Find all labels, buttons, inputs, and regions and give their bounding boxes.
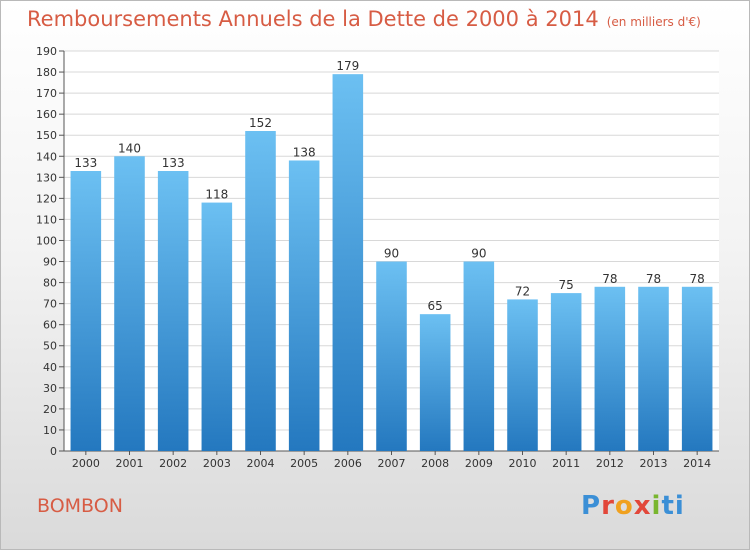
logo-letter: x xyxy=(633,491,652,521)
y-tick-label: 60 xyxy=(43,319,57,332)
x-tick-label: 2002 xyxy=(159,457,187,470)
x-tick-label: 2010 xyxy=(509,457,537,470)
logo-letter: i xyxy=(651,491,662,521)
y-tick-label: 0 xyxy=(50,445,57,458)
bar xyxy=(201,202,233,451)
y-tick-label: 140 xyxy=(36,150,57,163)
data-label: 179 xyxy=(336,59,359,73)
logo-letter: P xyxy=(581,491,602,521)
x-tick-label: 2008 xyxy=(421,457,449,470)
x-tick-label: 2011 xyxy=(552,457,580,470)
data-label: 152 xyxy=(249,116,272,130)
bar xyxy=(70,171,102,451)
data-label: 90 xyxy=(384,247,399,261)
chart-title: Remboursements Annuels de la Dette de 20… xyxy=(27,7,701,31)
commune-name: BOMBON xyxy=(37,495,123,517)
bar xyxy=(550,293,582,451)
bar xyxy=(245,131,276,451)
data-label: 72 xyxy=(515,284,530,298)
x-tick-label: 2001 xyxy=(116,457,144,470)
bar xyxy=(681,286,713,451)
x-tick-label: 2012 xyxy=(596,457,624,470)
data-label: 75 xyxy=(559,278,574,292)
x-tick-label: 2000 xyxy=(72,457,100,470)
y-tick-label: 80 xyxy=(43,277,57,290)
x-tick-label: 2004 xyxy=(247,457,275,470)
y-tick-label: 160 xyxy=(36,108,57,121)
bar xyxy=(507,299,538,451)
x-tick-label: 2003 xyxy=(203,457,231,470)
y-tick-label: 190 xyxy=(36,45,57,58)
bar xyxy=(419,314,451,451)
y-tick-label: 170 xyxy=(36,87,57,100)
unit-note: (en milliers d'€) xyxy=(606,15,701,29)
bar xyxy=(332,74,364,451)
data-label: 133 xyxy=(162,156,185,170)
y-tick-label: 100 xyxy=(36,234,57,247)
data-label: 78 xyxy=(646,272,661,286)
data-label: 65 xyxy=(428,299,443,313)
logo-letter: r xyxy=(601,491,615,521)
bar xyxy=(114,156,145,451)
data-label: 118 xyxy=(205,188,228,202)
logo-letter: o xyxy=(614,491,634,521)
y-tick-label: 180 xyxy=(36,66,57,79)
data-label: 138 xyxy=(293,145,316,159)
x-tick-label: 2006 xyxy=(334,457,362,470)
y-tick-label: 90 xyxy=(43,256,57,269)
data-label: 140 xyxy=(118,141,141,155)
y-tick-label: 40 xyxy=(43,361,57,374)
bar xyxy=(157,171,189,451)
y-tick-label: 110 xyxy=(36,213,57,226)
data-label: 78 xyxy=(602,272,617,286)
bar xyxy=(638,286,669,451)
x-tick-label: 2009 xyxy=(465,457,493,470)
x-tick-label: 2005 xyxy=(290,457,318,470)
y-tick-label: 30 xyxy=(43,382,57,395)
proxiti-logo: Proxiti xyxy=(581,491,685,521)
bar xyxy=(594,286,626,451)
chart-title-text: Remboursements Annuels de la Dette de 20… xyxy=(27,7,599,31)
y-tick-label: 50 xyxy=(43,340,57,353)
x-tick-label: 2013 xyxy=(640,457,668,470)
bar xyxy=(376,261,407,451)
data-label: 78 xyxy=(690,272,705,286)
data-label: 90 xyxy=(471,247,486,261)
y-tick-label: 70 xyxy=(43,298,57,311)
x-tick-label: 2007 xyxy=(378,457,406,470)
bar xyxy=(463,261,495,451)
bar xyxy=(288,160,320,451)
y-tick-label: 130 xyxy=(36,171,57,184)
y-tick-label: 20 xyxy=(43,403,57,416)
data-label: 133 xyxy=(74,156,97,170)
y-tick-label: 10 xyxy=(43,424,57,437)
y-tick-label: 120 xyxy=(36,192,57,205)
y-tick-label: 150 xyxy=(36,129,57,142)
x-tick-label: 2014 xyxy=(683,457,711,470)
logo-letter: t xyxy=(661,491,675,521)
logo-letter: i xyxy=(674,491,685,521)
